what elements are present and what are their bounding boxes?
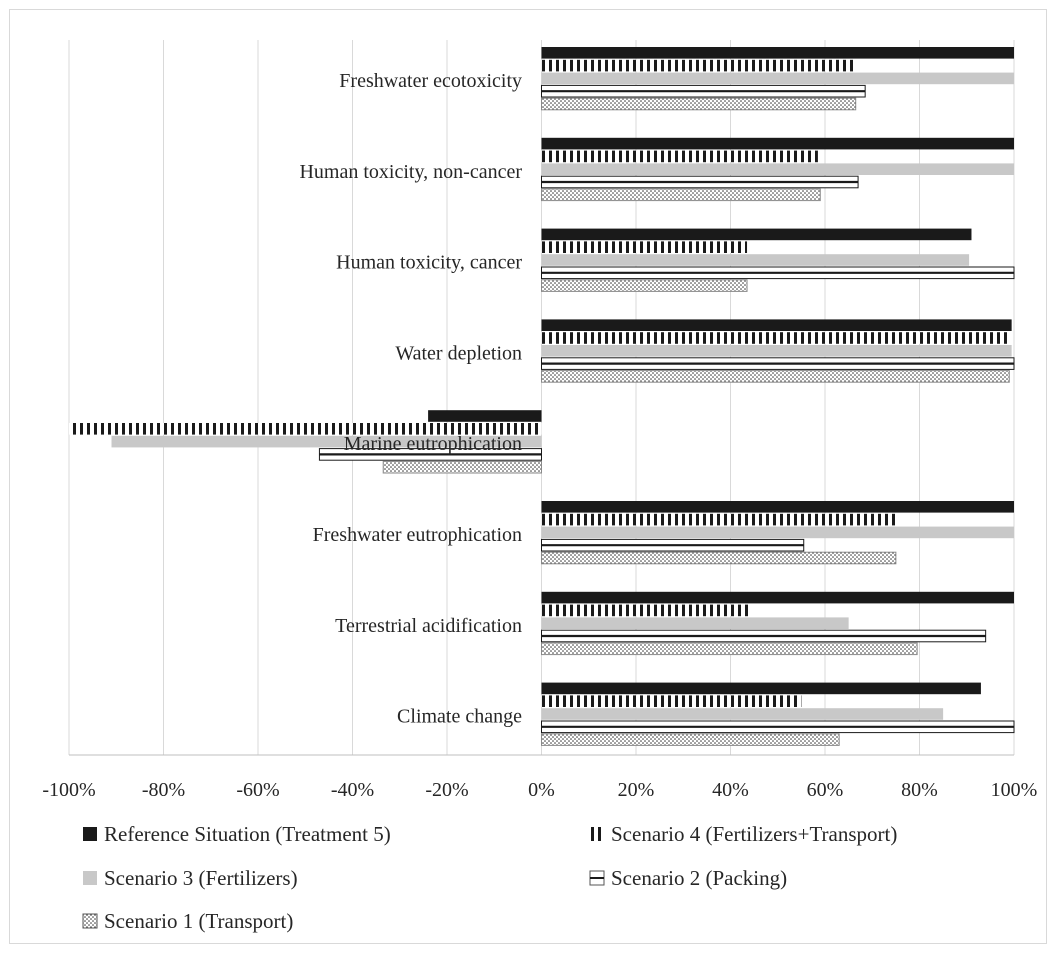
legend-label: Scenario 1 (Transport) bbox=[104, 909, 293, 933]
legend-item: Scenario 3 (Fertilizers) bbox=[83, 866, 298, 890]
category-label: Terrestrial acidification bbox=[335, 615, 522, 637]
bar-2-2 bbox=[541, 241, 748, 253]
x-tick-label: 0% bbox=[528, 779, 555, 801]
x-tick-label: -20% bbox=[425, 779, 468, 801]
legend-item: Reference Situation (Treatment 5) bbox=[83, 822, 391, 846]
category-label: Human toxicity, non-cancer bbox=[299, 161, 522, 183]
x-tick-label: -40% bbox=[331, 779, 374, 801]
bar-1-4 bbox=[428, 410, 542, 422]
bar-3-3 bbox=[541, 345, 1012, 357]
legend-item: Scenario 1 (Transport) bbox=[82, 909, 293, 933]
bar-5-2 bbox=[541, 279, 748, 292]
x-tick-label: -60% bbox=[236, 779, 279, 801]
bar-2-0 bbox=[541, 59, 856, 72]
bar-2-5 bbox=[541, 513, 896, 526]
bar-2-1 bbox=[541, 150, 818, 163]
legend-label: Reference Situation (Treatment 5) bbox=[104, 822, 391, 846]
bar-3-1 bbox=[541, 163, 1014, 175]
bar-1-7 bbox=[541, 682, 981, 695]
bar-5-7 bbox=[541, 733, 840, 746]
bar-3-5 bbox=[541, 526, 1014, 539]
bar-2-6 bbox=[541, 604, 752, 617]
category-label: Marine eutrophication bbox=[344, 433, 522, 455]
category-label: Water depletion bbox=[395, 342, 522, 364]
bar-3-2 bbox=[541, 254, 970, 266]
bar-1-1 bbox=[541, 137, 1014, 150]
bar-chart: Freshwater ecotoxicity Human toxicity, no… bbox=[42, 40, 1038, 933]
bar-1-0 bbox=[541, 47, 1014, 59]
bar-2-3 bbox=[541, 332, 1010, 344]
bar-5-0 bbox=[541, 97, 857, 111]
legend-label: Scenario 4 (Fertilizers+Transport) bbox=[611, 822, 897, 846]
x-tick-label: 40% bbox=[712, 779, 749, 801]
bar-5-6 bbox=[541, 642, 918, 656]
bar-5-4 bbox=[382, 460, 542, 474]
legend-label: Scenario 3 (Fertilizers) bbox=[104, 866, 298, 890]
legend-item: Scenario 4 (Fertilizers+Transport) bbox=[590, 822, 897, 846]
bar-2-4 bbox=[69, 423, 542, 435]
x-tick-label: 60% bbox=[807, 779, 844, 801]
category-label: Climate change bbox=[397, 706, 522, 728]
bar-5-5 bbox=[541, 551, 897, 565]
legend-swatch bbox=[82, 913, 98, 929]
category-label: Freshwater eutrophication bbox=[313, 524, 522, 546]
bar-1-6 bbox=[541, 591, 1014, 604]
bar-3-6 bbox=[541, 617, 849, 629]
chart-container: Freshwater ecotoxicity Human toxicity, no… bbox=[9, 9, 1047, 944]
x-tick-label: -80% bbox=[142, 779, 185, 801]
bar-1-5 bbox=[541, 501, 1014, 513]
legend-label: Scenario 2 (Packing) bbox=[611, 866, 787, 890]
x-tick-label: -100% bbox=[42, 779, 95, 801]
bar-1-2 bbox=[541, 228, 972, 241]
bar-5-1 bbox=[541, 188, 821, 202]
bar-3-0 bbox=[541, 72, 1014, 85]
bar-5-3 bbox=[541, 370, 1010, 383]
bar-3-7 bbox=[541, 708, 944, 720]
x-tick-label: 80% bbox=[901, 779, 938, 801]
legend-swatch bbox=[590, 827, 604, 841]
legend-swatch bbox=[83, 827, 97, 841]
legend-item: Scenario 2 (Packing) bbox=[589, 866, 787, 890]
legend-swatch bbox=[83, 871, 97, 885]
bar-2-7 bbox=[541, 695, 802, 707]
x-tick-label: 20% bbox=[618, 779, 655, 801]
x-tick-label: 100% bbox=[991, 779, 1038, 801]
bar-1-3 bbox=[541, 319, 1012, 331]
bar-3-4 bbox=[111, 435, 542, 448]
category-label: Freshwater ecotoxicity bbox=[339, 70, 522, 92]
category-label: Human toxicity, cancer bbox=[336, 252, 522, 274]
